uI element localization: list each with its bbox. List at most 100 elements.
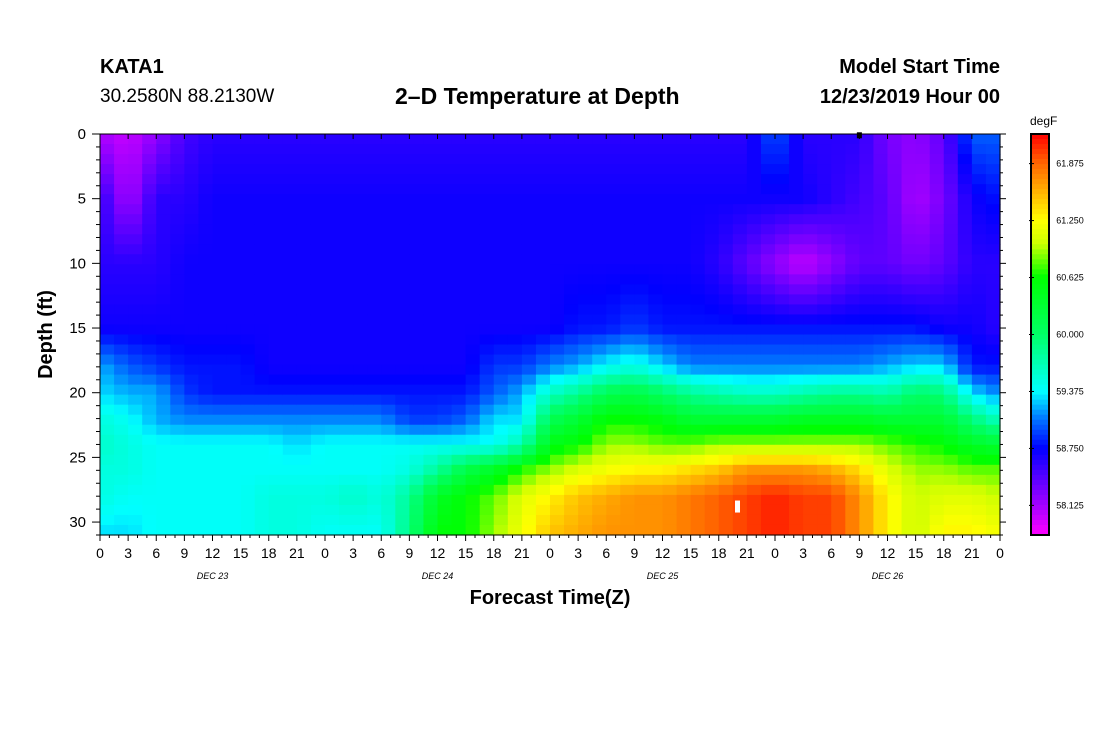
heatmap-cell [268, 314, 284, 326]
heatmap-cell [718, 454, 734, 466]
heatmap-cell [817, 274, 832, 285]
heatmap-cell [648, 474, 664, 486]
heatmap-cell [423, 394, 439, 406]
heatmap-cell [437, 244, 453, 255]
heatmap-cell [170, 514, 185, 526]
heatmap-cell [971, 234, 987, 245]
heatmap-cell [535, 234, 551, 245]
heatmap-cell [381, 294, 396, 306]
heatmap-cell [184, 274, 200, 285]
heatmap-cell [943, 134, 959, 145]
heatmap-cell [592, 474, 607, 486]
heatmap-cell [268, 294, 284, 306]
heatmap-cell [578, 354, 593, 366]
heatmap-cell [367, 354, 382, 366]
heatmap-cell [254, 364, 270, 376]
heatmap-cell [353, 524, 368, 536]
heatmap-cell [142, 194, 157, 205]
heatmap-cell [859, 494, 875, 506]
heatmap-cell [395, 474, 410, 486]
heatmap-cell [606, 154, 621, 165]
heatmap-cell [789, 524, 804, 536]
heatmap-cell [479, 464, 495, 476]
heatmap-cell [845, 464, 860, 476]
heatmap-cell [957, 314, 973, 326]
heatmap-cell [409, 394, 425, 406]
heatmap-cell [493, 474, 509, 486]
heatmap-cell [662, 404, 678, 416]
heatmap-cell [310, 224, 326, 235]
heatmap-cell [662, 524, 678, 536]
heatmap-cell [634, 164, 650, 175]
heatmap-cell [887, 434, 903, 446]
heatmap-cell [451, 224, 467, 235]
heatmap-cell [732, 384, 748, 396]
heatmap-cell [521, 204, 537, 215]
heatmap-cell [732, 144, 748, 155]
heatmap-cell [409, 424, 425, 436]
heatmap-cell [901, 294, 917, 306]
heatmap-cell [985, 144, 1001, 155]
heatmap-cell [282, 434, 298, 446]
heatmap-cell [156, 374, 171, 386]
heatmap-cell [859, 184, 875, 195]
heatmap-cell [423, 174, 439, 185]
heatmap-cell [240, 244, 256, 255]
heatmap-cell [381, 224, 396, 235]
heatmap-cell [985, 474, 1001, 486]
heatmap-cell [718, 234, 734, 245]
heatmap-cell [156, 204, 171, 215]
heatmap-cell [451, 234, 467, 245]
heatmap-cell [156, 274, 171, 285]
heatmap-cell [507, 304, 523, 316]
heatmap-cell [465, 404, 481, 416]
heatmap-cell [353, 144, 368, 155]
heatmap-cell [676, 254, 692, 265]
heatmap-cell [564, 454, 579, 466]
heatmap-cell [198, 284, 214, 295]
heatmap-cell [578, 424, 593, 436]
heatmap-cell [985, 154, 1001, 165]
heatmap-cell [620, 154, 635, 165]
heatmap-cell [437, 494, 453, 506]
heatmap-cell [971, 524, 987, 536]
heatmap-cell [985, 194, 1001, 205]
heatmap-cell [198, 334, 214, 346]
heatmap-cell [746, 234, 762, 245]
heatmap-cell [226, 254, 242, 265]
heatmap-cell [535, 444, 551, 456]
heatmap-cell [985, 174, 1001, 185]
heatmap-cell [128, 474, 143, 486]
heatmap-cell [437, 304, 453, 316]
heatmap-cell [789, 434, 804, 446]
heatmap-cell [395, 134, 410, 145]
heatmap-cell [240, 204, 256, 215]
heatmap-cell [423, 504, 439, 516]
heatmap-cell [507, 474, 523, 486]
heatmap-cell [873, 144, 889, 155]
heatmap-cell [704, 384, 720, 396]
heatmap-cell [901, 414, 917, 426]
heatmap-cell [128, 274, 143, 285]
heatmap-cell [929, 334, 945, 346]
heatmap-cell [564, 264, 579, 275]
heatmap-cell [100, 484, 115, 496]
heatmap-cell [493, 374, 509, 386]
heatmap-cell [775, 494, 790, 506]
heatmap-cell [423, 244, 439, 255]
heatmap-cell [690, 184, 706, 195]
heatmap-cell [128, 404, 143, 416]
colorbar-segment [1031, 384, 1049, 391]
heatmap-cell [395, 504, 410, 516]
heatmap-cell [957, 174, 973, 185]
heatmap-cell [831, 484, 846, 496]
heatmap-cell [746, 514, 762, 526]
heatmap-cell [690, 274, 706, 285]
heatmap-cell [746, 374, 762, 386]
heatmap-cell [746, 354, 762, 366]
heatmap-cell [100, 264, 115, 275]
heatmap-cell [423, 214, 439, 225]
heatmap-cell [859, 334, 875, 346]
heatmap-cell [521, 234, 537, 245]
colorbar-segment [1031, 299, 1049, 306]
